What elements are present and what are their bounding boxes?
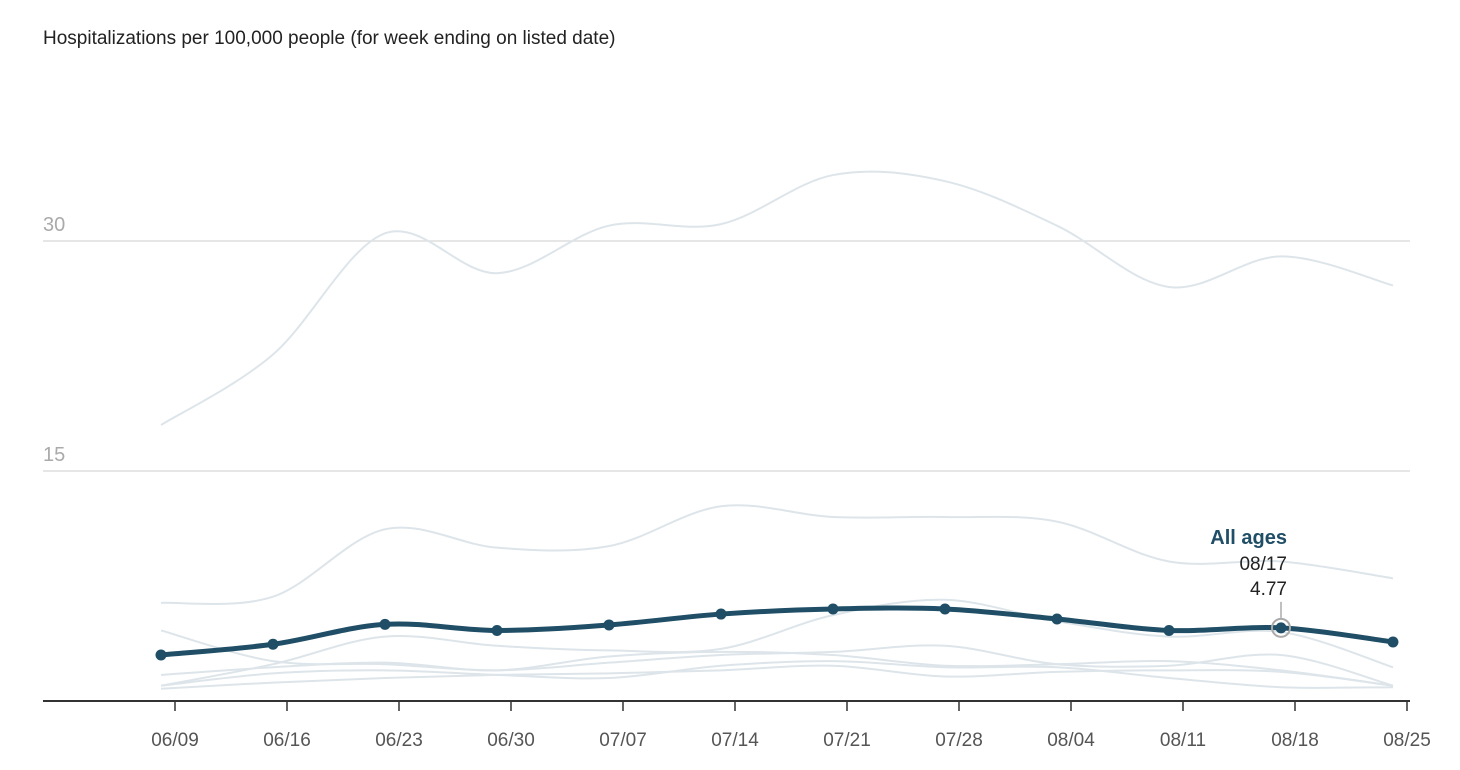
all-ages-data-point — [267, 638, 279, 650]
all-ages-data-point — [939, 603, 951, 615]
y-tick-label: 30 — [43, 214, 65, 236]
background-series-line — [160, 664, 1394, 690]
x-tick-label: 08/11 — [1160, 730, 1206, 751]
background-series-line — [160, 650, 1394, 687]
all-ages-series-line — [160, 605, 1394, 658]
background-series-line — [160, 598, 1394, 687]
x-tick-label: 07/21 — [823, 730, 871, 751]
x-tick-label: 07/14 — [711, 730, 759, 751]
all-ages-data-point — [1163, 624, 1175, 636]
all-ages-data-point — [379, 618, 391, 630]
tooltip-series-name: All ages — [1210, 527, 1287, 549]
background-series-line — [160, 629, 1394, 687]
all-ages-data-point — [827, 603, 839, 615]
all-ages-data-point — [603, 619, 615, 631]
all-ages-data-point — [155, 649, 167, 661]
x-tick-label: 07/07 — [599, 730, 647, 751]
x-tick-label: 06/23 — [375, 730, 423, 751]
tooltip-date: 08/17 — [1239, 554, 1287, 575]
all-ages-data-point — [491, 624, 503, 636]
tooltip-value: 4.77 — [1250, 579, 1287, 600]
all-ages-data-point — [1387, 636, 1399, 648]
x-tick-label: 08/04 — [1047, 730, 1095, 751]
all-ages-data-point — [715, 608, 727, 620]
hover-ring — [1271, 617, 1291, 638]
background-series-line — [160, 660, 1394, 689]
x-tick-label: 06/30 — [487, 730, 535, 751]
chart-title: Hospitalizations per 100,000 people (for… — [43, 28, 616, 49]
all-ages-data-point — [1051, 613, 1063, 625]
x-tick-label: 06/16 — [263, 730, 311, 751]
background-series-line — [160, 504, 1394, 606]
x-tick-label: 07/28 — [935, 730, 983, 751]
x-tick-label: 08/25 — [1383, 730, 1431, 751]
x-tick-label: 06/09 — [151, 730, 199, 751]
x-tick-label: 08/18 — [1271, 730, 1319, 751]
all-ages-data-point — [1275, 622, 1287, 634]
y-tick-label: 15 — [43, 444, 65, 466]
background-series-line — [160, 170, 1394, 426]
